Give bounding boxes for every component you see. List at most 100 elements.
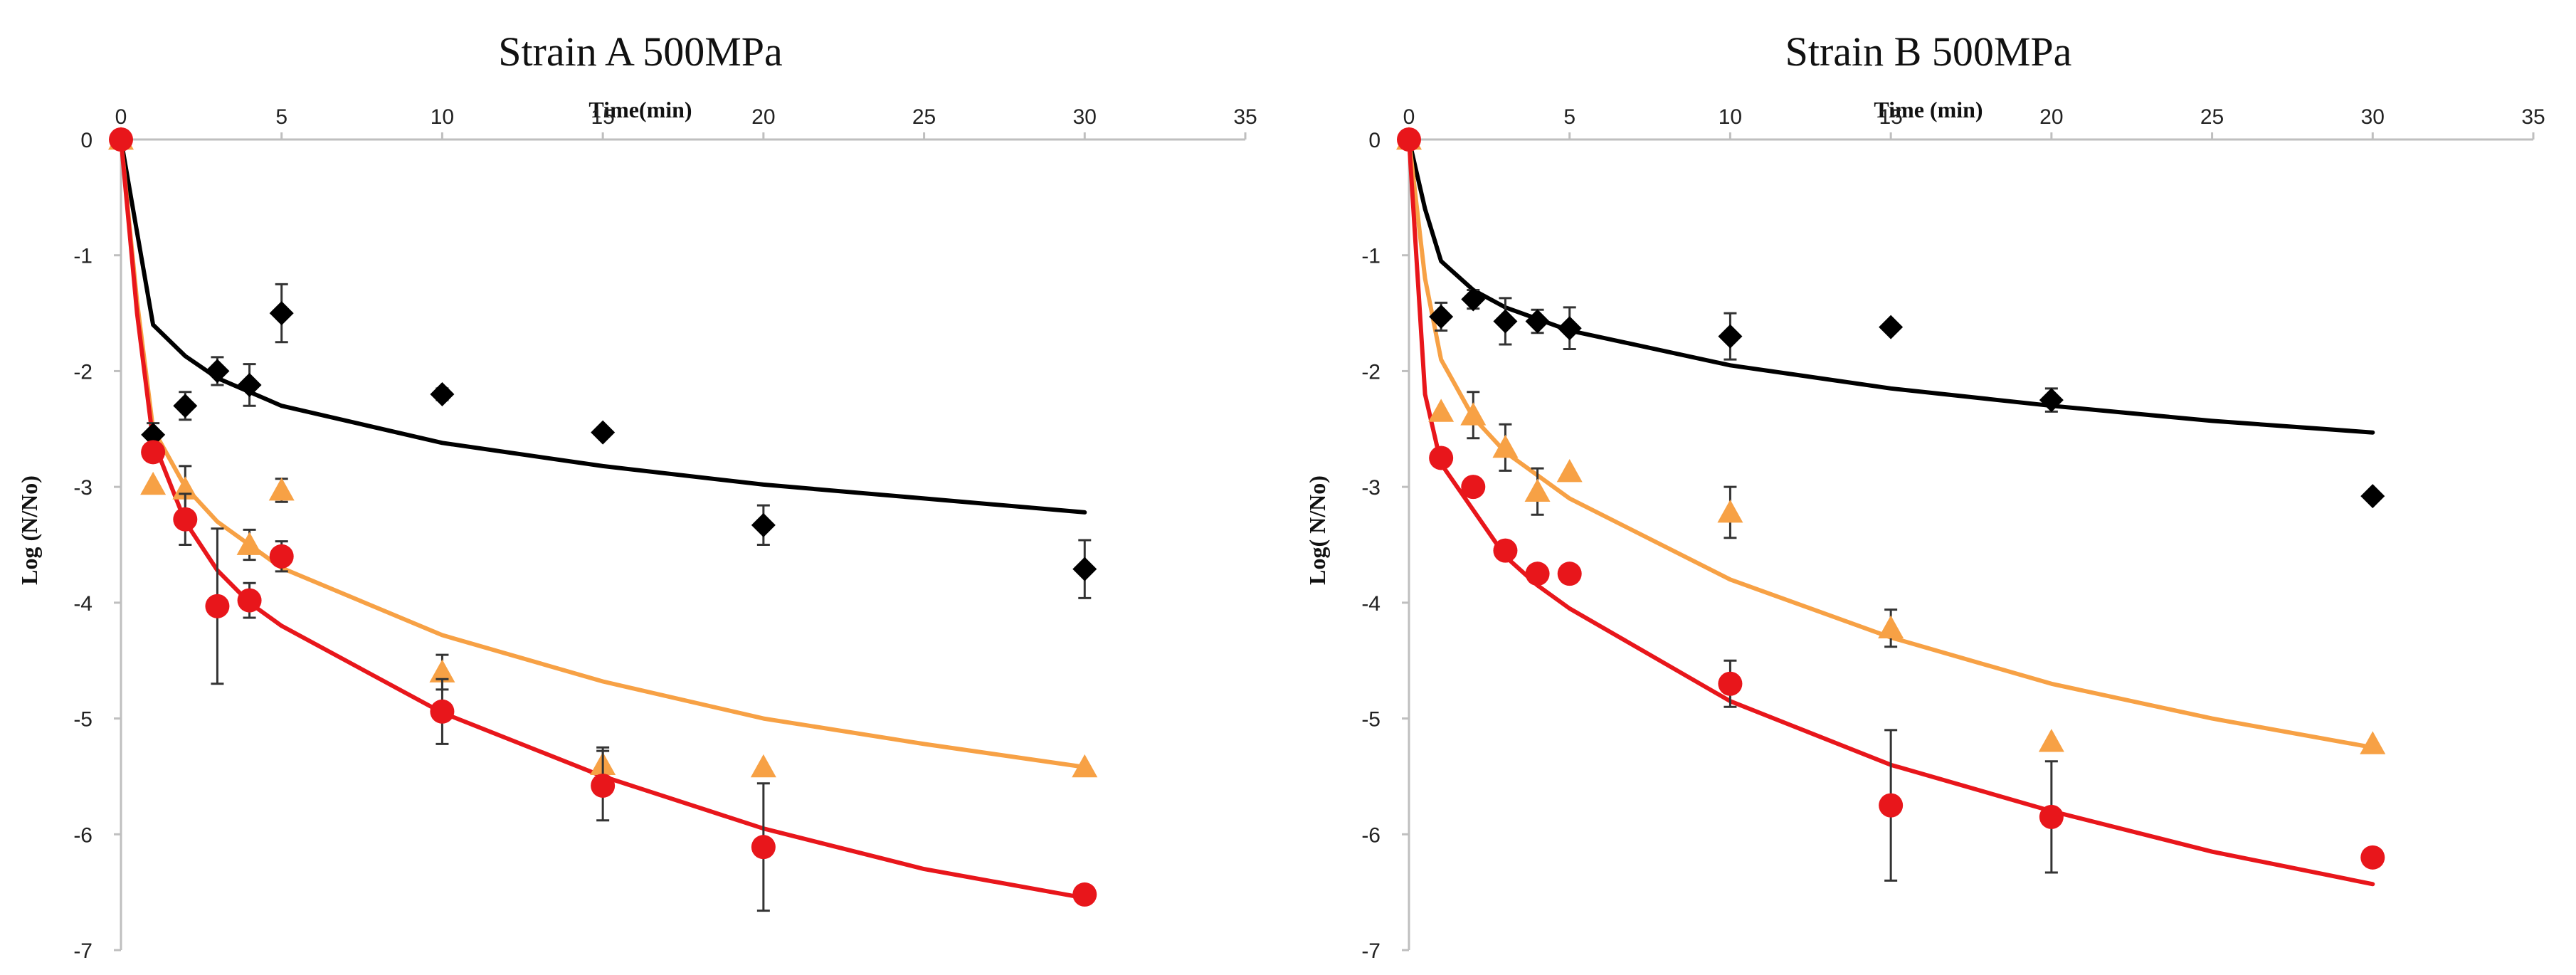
y-tick-label: 0 [80, 129, 93, 152]
data-point-diamond [1429, 304, 1454, 329]
chart-panel-strain-a: Strain A 500MPa Time(min) Log (N/No) 0 5 1… [16, 28, 1257, 963]
x-tick-label: 5 [275, 105, 287, 129]
data-point-circle [1072, 882, 1097, 907]
data-point-circle [141, 440, 166, 465]
data-point-diamond [1461, 287, 1486, 312]
data-point-circle [2360, 845, 2385, 870]
y-axis-title: Log( N/No) [1304, 475, 1330, 585]
fit-line-triangle [119, 137, 1087, 769]
y-tick-label: -2 [73, 360, 93, 384]
data-point-diamond [591, 420, 616, 445]
data-point-circle [1557, 562, 1582, 586]
x-tick-label: 20 [751, 105, 775, 129]
data-point-diamond [1557, 316, 1582, 341]
y-tick-label: -7 [1361, 939, 1381, 963]
y-tick-label: -3 [1361, 476, 1381, 500]
data-point-circle [751, 835, 776, 860]
y-tick-label: -6 [1361, 823, 1381, 847]
data-point-diamond [173, 394, 198, 418]
data-point-triangle [750, 754, 776, 778]
fit-line-diamond [119, 137, 1087, 515]
x-tick-label: 10 [1719, 105, 1742, 129]
data-point-circle [1879, 793, 1904, 818]
x-tick-label: 0 [1403, 105, 1415, 129]
fit-line-circle [119, 137, 1087, 900]
data-point-triangle [1556, 458, 1583, 483]
data-point-triangle [1524, 478, 1551, 502]
data-point-diamond [430, 381, 455, 406]
data-point-triangle [140, 471, 167, 495]
data-point-diamond [205, 359, 230, 384]
data-point-circle [205, 594, 230, 618]
y-tick-label: -1 [73, 245, 93, 268]
y-tick-label: -5 [73, 708, 93, 732]
data-point-circle [1493, 538, 1518, 563]
data-point-circle [1397, 127, 1421, 152]
y-tick-label: 0 [1368, 129, 1381, 152]
data-point-diamond [141, 422, 166, 447]
y-tick-label: -2 [1361, 360, 1381, 384]
data-point-diamond [269, 301, 294, 326]
x-tick-label: 15 [1879, 105, 1902, 129]
data-point-circle [109, 127, 133, 152]
data-point-diamond [751, 512, 776, 537]
plot-area: 0 5 10 15 20 25 30 35 0 -1 -2 -3 -4 -5 -6 -7 [1361, 105, 2545, 963]
data-point-diamond [2360, 484, 2385, 509]
data-point-diamond [1879, 315, 1904, 339]
data-point-circle [430, 699, 455, 724]
chart-panel-strain-b: Strain B 500MPa Time (min) Log( N/No) 0 5… [1288, 0, 2576, 975]
y-tick-label: -6 [73, 823, 93, 847]
data-point-triangle [2038, 729, 2064, 752]
data-point-circle [1461, 475, 1486, 500]
data-point-triangle [1492, 434, 1519, 458]
data-point-circle [269, 544, 294, 569]
y-tick-label: -7 [73, 939, 93, 963]
y-tick-label: -4 [1361, 592, 1381, 616]
y-tick-label: -4 [73, 592, 93, 616]
data-point-triangle [1878, 615, 1904, 639]
data-point-circle [237, 588, 262, 613]
data-point-triangle [1460, 402, 1487, 426]
y-tick-label: -3 [73, 476, 93, 500]
data-point-circle [1429, 446, 1454, 470]
x-tick-label: 30 [1073, 105, 1097, 129]
data-point-diamond [1493, 309, 1518, 334]
x-tick-label: 35 [2521, 105, 2545, 129]
chart-title: Strain B 500MPa [1785, 28, 2072, 75]
x-tick-label: 5 [1563, 105, 1575, 129]
x-tick-label: 0 [115, 105, 127, 129]
x-axis-title: Time (min) [1874, 97, 1983, 122]
data-point-triangle [236, 532, 263, 555]
y-axis-title: Log (N/No) [16, 475, 42, 585]
fit-line-diamond [1407, 137, 2375, 435]
x-tick-label: 30 [2361, 105, 2385, 129]
data-point-triangle [1717, 499, 1743, 523]
chart-svg-strain-b: Strain B 500MPa Time (min) Log( N/No) 0 5… [1304, 28, 2545, 963]
data-point-triangle [268, 478, 295, 501]
data-point-diamond [1718, 324, 1743, 349]
y-tick-label: -5 [1361, 708, 1381, 732]
chart-title: Strain A 500MPa [498, 28, 783, 75]
y-tick-label: -1 [1361, 245, 1381, 268]
data-point-circle [1718, 671, 1743, 696]
data-point-circle [1525, 562, 1550, 586]
data-point-triangle [1428, 399, 1455, 422]
data-point-diamond [237, 372, 262, 397]
fit-line-triangle [1407, 137, 2375, 750]
x-axis-title: Time(min) [588, 97, 692, 122]
x-tick-label: 15 [591, 105, 614, 129]
data-point-triangle [2360, 731, 2386, 754]
x-tick-label: 25 [912, 105, 936, 129]
data-point-diamond [1072, 557, 1097, 581]
data-point-circle [2039, 804, 2064, 829]
plot-area: 0 5 10 15 20 25 30 35 0 -1 -2 -3 -4 -5 -6 -7 [73, 105, 1257, 963]
data-point-triangle [429, 659, 455, 682]
x-tick-label: 25 [2200, 105, 2224, 129]
x-tick-label: 10 [431, 105, 454, 129]
data-point-circle [173, 507, 198, 532]
data-point-circle [591, 773, 616, 798]
x-tick-label: 20 [2039, 105, 2063, 129]
x-tick-label: 35 [1233, 105, 1257, 129]
data-point-diamond [1525, 309, 1550, 334]
data-point-triangle [1072, 754, 1098, 778]
